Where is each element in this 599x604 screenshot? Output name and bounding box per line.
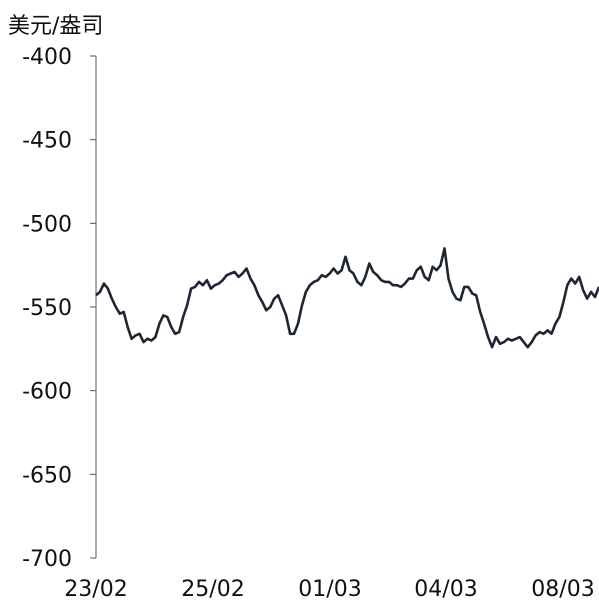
y-tick-label: -450 (22, 129, 72, 154)
y-tick-label: -600 (22, 380, 72, 405)
y-tick-label: -400 (22, 45, 72, 70)
x-tick-label: 25/02 (181, 577, 244, 602)
series-line (95, 247, 599, 349)
y-tick-label: -550 (22, 296, 72, 321)
x-tick-label: 01/03 (298, 577, 361, 602)
series-layer (95, 247, 599, 349)
y-tick-label: -500 (22, 212, 72, 237)
axes (90, 55, 97, 559)
y-tick-label: -700 (22, 547, 72, 572)
y-tick-label: -650 (22, 463, 72, 488)
y-axis-unit-label: 美元/盎司 (8, 14, 104, 39)
tick-labels: -400 -450 -500 -550 -600 -650 -700 23/02 25/02 01… (22, 45, 595, 602)
x-tick-label: 23/02 (64, 577, 127, 602)
x-tick-label: 04/03 (414, 577, 477, 602)
x-tick-label: 08/03 (531, 577, 594, 602)
